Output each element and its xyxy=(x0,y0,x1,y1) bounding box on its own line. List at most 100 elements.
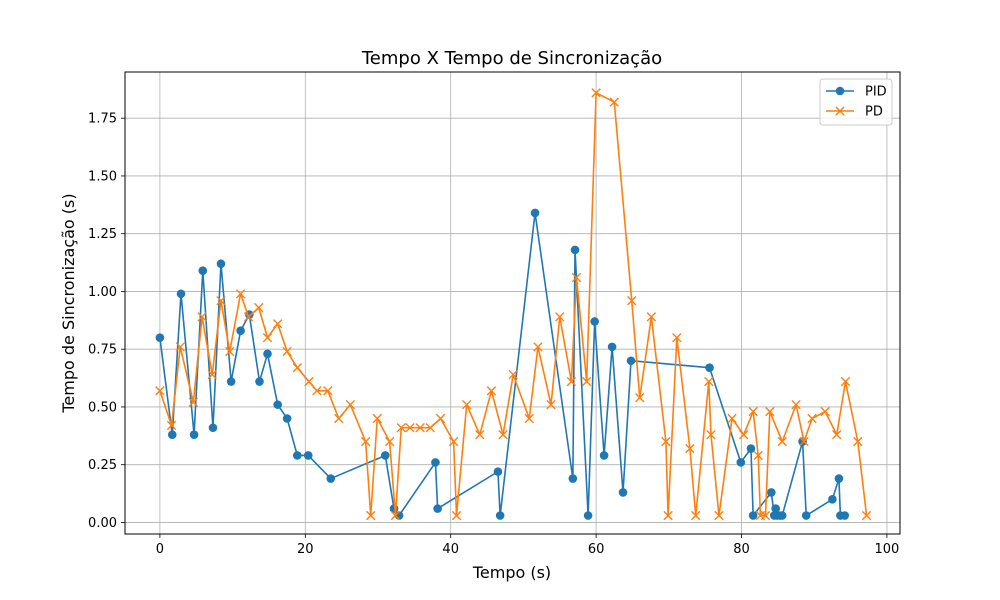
data-point-pid xyxy=(198,266,208,275)
data-point-pd xyxy=(155,386,165,396)
data-point-pd xyxy=(486,386,497,396)
data-point-pd xyxy=(627,295,637,306)
data-point-pd xyxy=(366,510,376,521)
data-point-pid xyxy=(599,451,609,460)
y-tick-label: 0.75 xyxy=(88,343,117,358)
data-point-pd xyxy=(360,436,371,447)
x-tick-label: 0 xyxy=(156,542,164,557)
x-tick-label: 80 xyxy=(733,542,750,557)
data-point-pid xyxy=(746,444,756,453)
data-point-pd xyxy=(777,436,787,447)
data-point-pd xyxy=(714,510,724,521)
x-axis-label: Tempo (s) xyxy=(472,563,551,582)
legend-marker-pd xyxy=(835,106,845,116)
data-point-pd xyxy=(533,342,543,352)
data-point-pid xyxy=(493,467,503,476)
series-pid xyxy=(155,208,850,520)
data-point-pid xyxy=(583,511,593,520)
y-tick-label: 0.25 xyxy=(88,458,117,473)
data-point-pd xyxy=(832,429,842,440)
data-point-pd xyxy=(661,436,671,447)
data-point-pid xyxy=(748,511,758,520)
data-point-pid xyxy=(570,245,580,255)
data-point-pid xyxy=(303,451,313,460)
data-point-pd xyxy=(555,312,565,322)
series-pd xyxy=(155,88,872,521)
data-point-pd xyxy=(753,450,763,461)
data-point-pd xyxy=(224,346,235,357)
data-point-pd xyxy=(820,406,830,417)
data-point-pd xyxy=(243,312,254,322)
data-point-pd xyxy=(663,510,673,521)
data-point-pd xyxy=(384,436,395,447)
data-point-pd xyxy=(175,342,185,352)
data-point-pid xyxy=(431,458,440,467)
data-point-pid xyxy=(155,333,165,342)
data-point-pd xyxy=(635,393,645,403)
data-point-pd xyxy=(334,413,344,424)
data-point-pd xyxy=(591,88,601,98)
data-point-pd xyxy=(216,295,226,306)
data-point-pd xyxy=(197,312,207,322)
data-point-pd xyxy=(524,413,534,424)
series-layer xyxy=(155,88,872,521)
x-tick-label: 60 xyxy=(588,542,605,557)
data-point-pd xyxy=(765,406,775,417)
data-point-pid xyxy=(840,511,850,520)
data-point-pd xyxy=(372,413,382,424)
data-point-pid xyxy=(777,511,787,520)
data-point-pd xyxy=(691,510,701,521)
data-point-pd xyxy=(704,376,714,387)
data-point-pd xyxy=(727,413,737,424)
data-point-pd xyxy=(448,436,459,447)
data-point-pid xyxy=(568,474,578,483)
data-point-pd xyxy=(799,436,809,447)
data-point-pid xyxy=(326,474,336,483)
data-point-pd xyxy=(304,376,314,387)
y-tick-label: 1.25 xyxy=(88,227,117,242)
data-point-pid xyxy=(626,356,636,366)
data-point-pd xyxy=(840,376,851,387)
y-tick-label: 1.00 xyxy=(88,285,117,300)
plot-frame xyxy=(124,71,901,535)
data-point-pd xyxy=(415,423,425,433)
data-point-pd xyxy=(451,510,462,521)
data-point-pid xyxy=(433,504,442,513)
data-point-pid xyxy=(771,504,780,513)
y-tick-label: 1.50 xyxy=(88,169,117,184)
data-point-pid xyxy=(618,488,628,497)
data-point-pd xyxy=(646,312,657,322)
data-point-pid xyxy=(216,259,226,269)
data-point-pid xyxy=(801,511,811,520)
data-point-pid xyxy=(263,349,272,359)
data-point-pid xyxy=(767,488,776,497)
data-point-pid xyxy=(736,458,746,467)
y-tick-label: 0.50 xyxy=(88,400,117,415)
data-point-pd xyxy=(435,413,446,424)
data-point-pd xyxy=(581,376,592,387)
data-point-pd xyxy=(546,399,556,410)
data-point-pd xyxy=(609,97,619,107)
data-point-pid xyxy=(273,400,282,409)
data-point-pid xyxy=(208,423,218,433)
legend: PID PD xyxy=(819,78,893,126)
data-point-pid xyxy=(236,326,245,336)
data-point-pid xyxy=(167,430,177,439)
y-tick-label: 1.75 xyxy=(88,112,117,127)
x-tick-label: 100 xyxy=(874,542,899,557)
legend-label-pid: PID xyxy=(865,85,887,100)
data-point-pd xyxy=(254,302,264,313)
data-point-pid xyxy=(293,451,302,460)
data-point-pd xyxy=(566,376,577,387)
y-tick-label: 0.00 xyxy=(88,516,117,531)
data-point-pd xyxy=(748,406,758,417)
data-point-pd xyxy=(282,346,292,357)
axis-ticks: 0 20 40 60 80 100 0.00 0.25 0.50 0.75 1.00 1.25 1.50… xyxy=(88,112,899,557)
data-point-pd xyxy=(498,429,508,440)
data-point-pd xyxy=(390,510,401,521)
data-point-pd xyxy=(706,429,716,440)
data-point-pd xyxy=(166,420,177,431)
data-point-pid xyxy=(590,317,599,326)
data-point-pd xyxy=(312,386,322,396)
